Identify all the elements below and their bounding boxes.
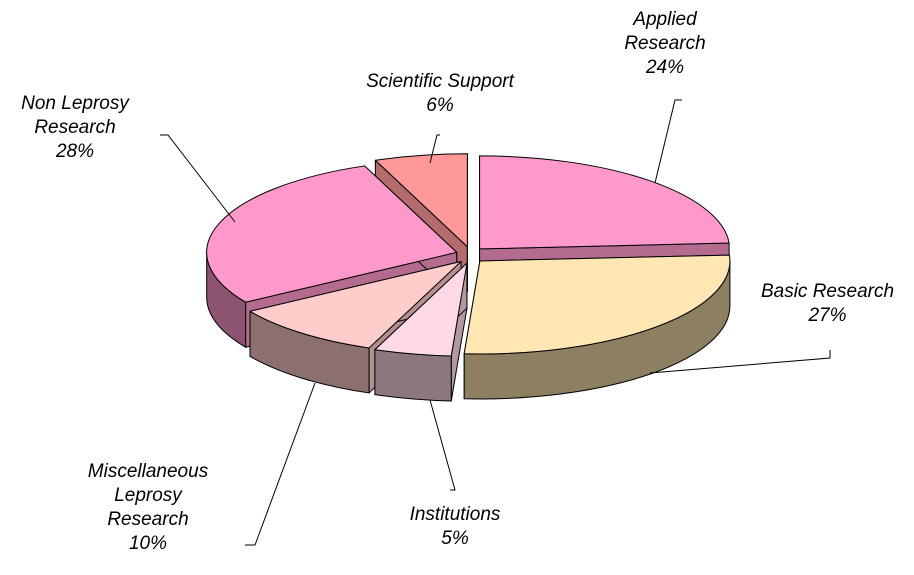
pie-slice: [374, 262, 468, 402]
leader-line: [160, 134, 236, 223]
leader-line: [649, 350, 831, 374]
category-label: Non Leprosy Research: [21, 93, 129, 138]
slice-label: Scientific Support 6%: [330, 70, 550, 118]
value-label: 28%: [55, 141, 95, 162]
slices: [206, 153, 731, 402]
category-label: Miscellaneous Leprosy Research: [87, 461, 209, 530]
leader-line: [429, 399, 456, 491]
slice-top: [479, 155, 730, 250]
slice-top: [249, 260, 462, 349]
category-label: Basic Research: [760, 281, 895, 302]
value-label: 27%: [808, 305, 847, 326]
leader-lines: [160, 99, 831, 546]
slice-label: Applied Research 24%: [610, 8, 720, 80]
slice-top: [374, 262, 468, 357]
value-label: 10%: [128, 533, 168, 554]
value-label: 24%: [645, 57, 685, 78]
category-label: Institutions: [409, 504, 501, 525]
leader-line: [654, 99, 682, 184]
value-label: 5%: [441, 528, 469, 549]
category-label: Scientific Support: [366, 71, 514, 92]
slice-label: Basic Research 27%: [735, 280, 914, 328]
pie-slice: [463, 254, 731, 400]
slice-label: Non Leprosy Research 28%: [5, 92, 145, 164]
slice-top: [463, 254, 731, 355]
leader-line: [245, 382, 316, 546]
value-label: 6%: [426, 95, 454, 116]
slice-top: [206, 165, 458, 303]
category-label: Applied Research: [624, 9, 706, 54]
slice-side-wall: [374, 349, 452, 402]
leader-line: [429, 134, 440, 164]
slice-label: Miscellaneous Leprosy Research 10%: [78, 460, 218, 556]
slice-top: [374, 153, 468, 248]
slice-label: Institutions 5%: [380, 503, 530, 551]
